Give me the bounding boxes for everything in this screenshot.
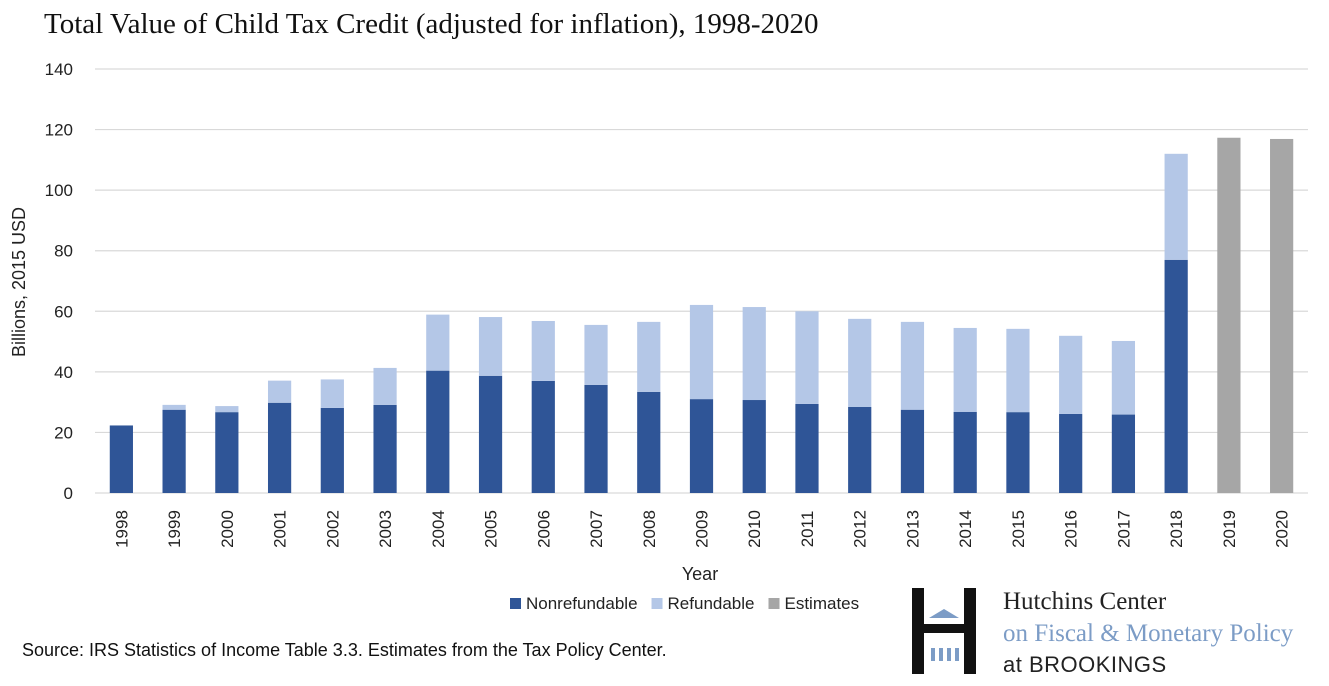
bar-nonrefundable-1999 [162, 409, 186, 493]
bar-refundable-2014 [953, 327, 977, 412]
x-tick-label: 2017 [1114, 510, 1133, 548]
y-axis-label: Billions, 2015 USD [9, 207, 29, 357]
bar-nonrefundable-2005 [478, 375, 503, 493]
hutchins-logo-icon [912, 588, 976, 674]
bar-nonrefundable-2010 [742, 400, 766, 493]
y-tick-label: 80 [54, 242, 73, 261]
stacked-bar-chart: 0 20 40 60 80 100 120 140 1998 1999 2000 2001 2002 2… [9, 60, 1308, 613]
x-tick-label: 2020 [1273, 510, 1292, 548]
x-tick-label: 2008 [640, 510, 659, 548]
legend-swatch-estimates [768, 598, 780, 609]
x-axis-label: Year [682, 564, 718, 584]
x-tick-label: 1999 [165, 510, 184, 548]
y-tick-label: 120 [45, 121, 73, 140]
bar-nonrefundable-2003 [373, 404, 397, 493]
bar-nonrefundable-2008 [637, 391, 661, 493]
chart-title: Total Value of Child Tax Credit (adjuste… [44, 8, 819, 40]
x-tick-label: 1998 [112, 510, 131, 548]
y-tick-label: 40 [54, 363, 73, 382]
bar-nonrefundable-2016 [1059, 413, 1083, 493]
x-tick-label: 2013 [903, 510, 922, 548]
bar-refundable-2001 [267, 380, 292, 403]
bar-refundable-2017 [1111, 340, 1136, 415]
x-tick-label: 2007 [587, 510, 606, 548]
legend: Nonrefundable Refundable Estimates [510, 594, 859, 613]
x-tick-label: 2002 [323, 510, 342, 548]
bar-nonrefundable-2007 [584, 384, 608, 493]
bar-refundable-2012 [848, 318, 872, 407]
bar-refundable-2009 [689, 304, 714, 400]
bar-nonrefundable-2018 [1164, 259, 1188, 493]
logo-line-1: Hutchins Center [1003, 588, 1167, 615]
y-tick-label: 140 [45, 60, 73, 79]
bar-refundable-2003 [373, 367, 397, 405]
x-tick-label: 2016 [1062, 510, 1081, 548]
legend-label-estimates: Estimates [785, 594, 860, 613]
logo-line-3: at BROOKINGS [1003, 652, 1167, 677]
x-tick-label: 2019 [1220, 510, 1239, 548]
bar-nonrefundable-2012 [848, 406, 872, 493]
x-tick-label: 2018 [1167, 510, 1186, 548]
bar-refundable-2008 [637, 321, 661, 392]
x-tick-label: 2003 [376, 510, 395, 548]
bar-nonrefundable-2000 [215, 412, 239, 493]
source-note: Source: IRS Statistics of Income Table 3… [22, 640, 667, 660]
x-axis-ticks: 1998 1999 2000 2001 2002 2003 2004 2005 2006 2007… [112, 510, 1291, 548]
bar-estimates-2020 [1270, 138, 1294, 493]
y-axis-ticks: 0 20 40 60 80 100 120 140 [45, 60, 73, 503]
x-tick-label: 2005 [482, 510, 501, 548]
bar-refundable-2010 [742, 307, 766, 401]
bar-nonrefundable-2015 [1006, 412, 1030, 493]
x-tick-label: 2009 [693, 510, 712, 548]
bar-nonrefundable-2014 [953, 411, 977, 493]
bar-nonrefundable-2006 [531, 380, 555, 493]
bar-refundable-2011 [795, 311, 819, 404]
bar-refundable-2005 [478, 317, 503, 376]
legend-label-nonrefundable: Nonrefundable [526, 594, 638, 613]
bar-estimates-2019 [1217, 137, 1241, 493]
x-tick-label: 2014 [956, 510, 975, 548]
x-tick-label: 2004 [429, 510, 448, 548]
x-tick-label: 2015 [1009, 510, 1028, 548]
y-tick-label: 0 [64, 484, 73, 503]
bar-refundable-2004 [426, 314, 450, 371]
bar-nonrefundable-1998 [109, 425, 133, 493]
logo-line-2: on Fiscal & Monetary Policy [1003, 620, 1294, 647]
bar-refundable-2016 [1059, 335, 1083, 414]
bar-refundable-2002 [320, 379, 344, 408]
bar-refundable-2018 [1164, 153, 1188, 260]
bar-nonrefundable-2001 [267, 402, 292, 493]
legend-swatch-nonrefundable [510, 598, 521, 609]
bar-refundable-2013 [900, 321, 925, 410]
bar-nonrefundable-2009 [689, 399, 714, 493]
bar-nonrefundable-2004 [426, 370, 450, 493]
x-tick-label: 2006 [534, 510, 553, 548]
bar-refundable-2015 [1006, 328, 1030, 413]
x-tick-label: 2012 [851, 510, 870, 548]
x-tick-label: 2011 [798, 511, 817, 548]
bar-nonrefundable-2017 [1111, 414, 1136, 493]
y-tick-label: 60 [54, 302, 73, 321]
bar-refundable-2006 [531, 320, 555, 381]
x-tick-label: 2010 [745, 510, 764, 548]
legend-label-refundable: Refundable [668, 594, 755, 613]
bar-nonrefundable-2011 [795, 403, 819, 493]
y-tick-label: 100 [45, 181, 73, 200]
bar-nonrefundable-2002 [320, 407, 344, 493]
legend-swatch-refundable [651, 598, 663, 609]
y-tick-label: 20 [54, 423, 73, 442]
bar-refundable-2000 [215, 406, 239, 413]
bar-refundable-1999 [162, 404, 186, 410]
bars [109, 137, 1294, 493]
x-tick-label: 2000 [218, 510, 237, 548]
bar-nonrefundable-2013 [900, 409, 925, 493]
bar-refundable-2007 [584, 324, 608, 385]
x-tick-label: 2001 [271, 510, 290, 548]
